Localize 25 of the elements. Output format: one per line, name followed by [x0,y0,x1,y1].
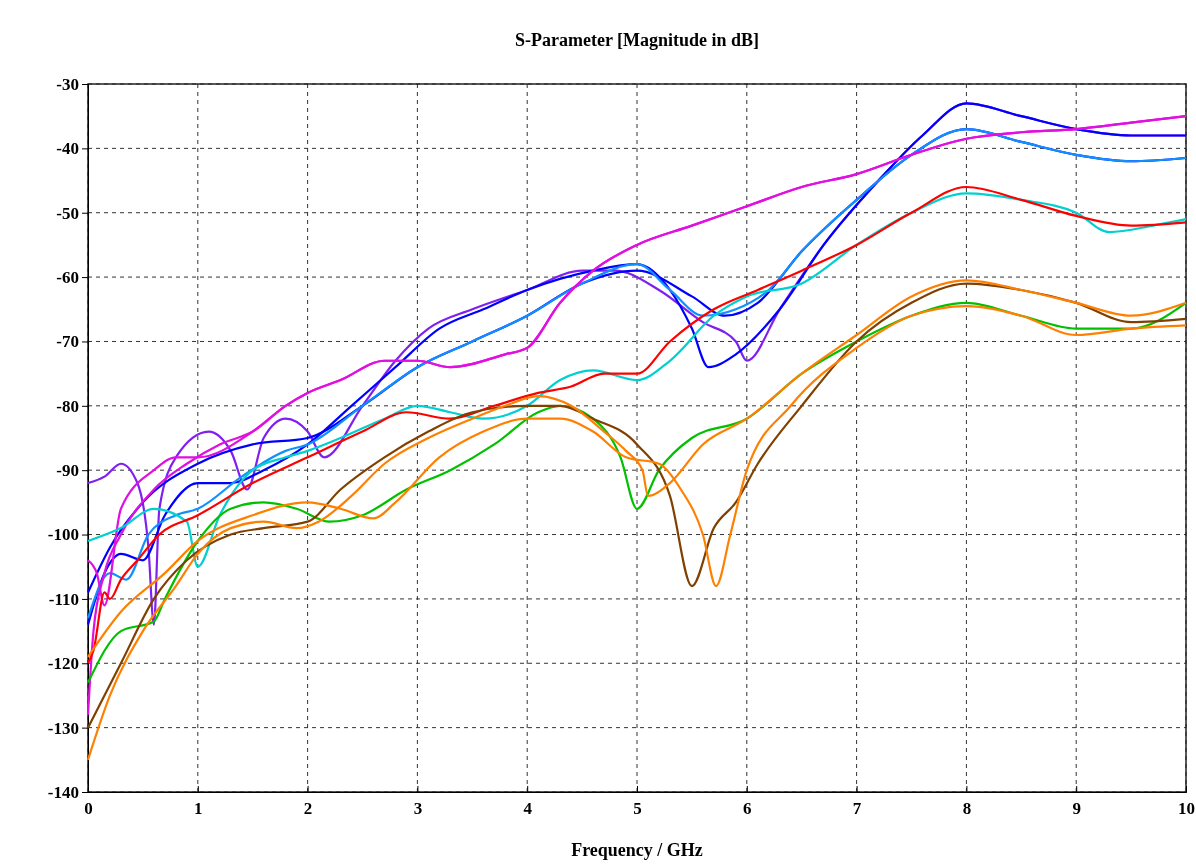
x-axis-title: Frequency / GHz [571,840,703,860]
y-tick-label: -60 [56,268,79,288]
x-tick-label: 5 [633,798,642,818]
y-tick-label: -140 [47,782,79,802]
x-tick-label: 1 [194,798,203,818]
x-tick-label: 6 [743,798,752,818]
y-tick-label: -120 [47,654,79,674]
y-tick-label: -100 [47,525,79,545]
y-tick-label: -70 [56,332,79,352]
x-tick-label: 3 [413,798,423,818]
x-tick-label: 7 [852,798,862,818]
y-tick-label: -110 [48,589,79,609]
x-tick-label: 0 [84,798,93,818]
y-tick-label: -130 [47,718,79,738]
x-tick-label: 8 [962,798,972,818]
chart-title: S-Parameter [Magnitude in dB] [514,30,760,50]
x-tick-label: 9 [1072,798,1081,818]
y-tick-label: -80 [56,396,79,416]
y-tick-label: -90 [56,461,79,481]
x-tick-label: 10 [1178,798,1195,818]
y-tick-label: -40 [56,139,79,159]
y-tick-label: -50 [56,203,79,223]
x-tick-label: 4 [523,798,533,818]
x-tick-label: 2 [303,798,313,818]
y-tick-label: -30 [56,74,79,94]
